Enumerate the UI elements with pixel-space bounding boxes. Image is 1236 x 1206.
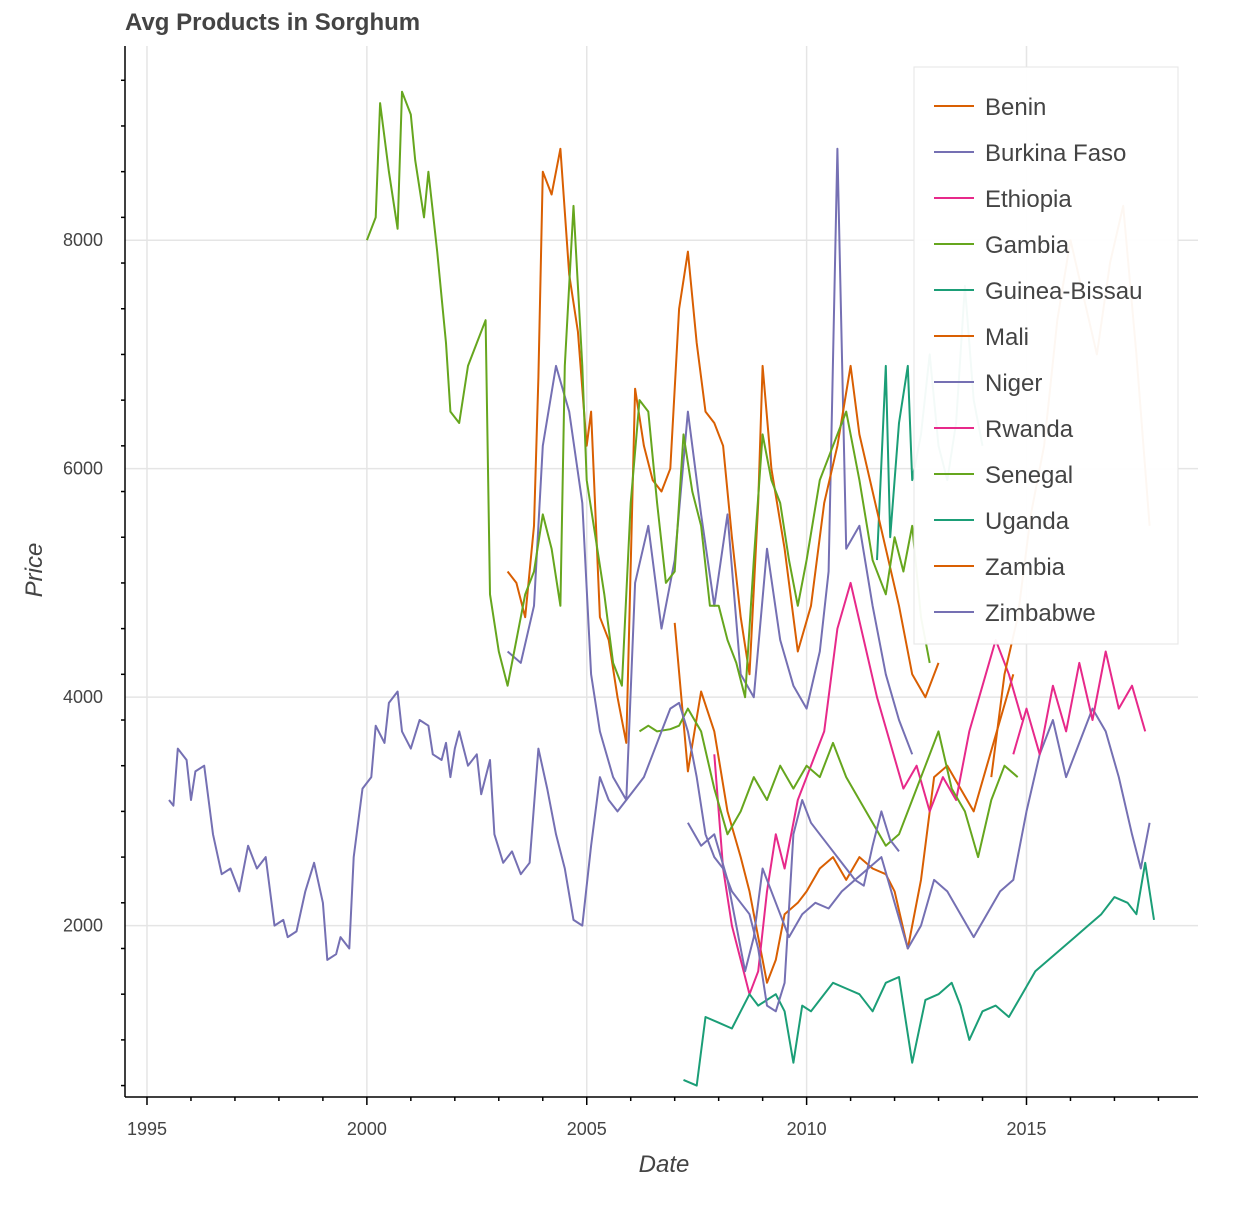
y-tick-label: 2000 (63, 916, 103, 936)
series-line-benin (673, 622, 1015, 984)
x-tick-label: 2000 (347, 1119, 387, 1139)
series-line-senegal (365, 90, 931, 699)
legend-label: Zambia (985, 554, 1066, 581)
legend-label: Benin (985, 94, 1046, 121)
x-tick-label: 2010 (787, 1119, 827, 1139)
x-tick-label: 2015 (1006, 1119, 1046, 1139)
series-line-zimbabwe (168, 690, 900, 1013)
series-line-burkina-faso (506, 147, 914, 801)
series-line-rwanda (1012, 650, 1147, 756)
series-line-gambia (638, 707, 1019, 859)
x-tick-label: 1995 (127, 1119, 167, 1139)
legend-label: Uganda (985, 508, 1070, 535)
y-axis-label: Price (21, 543, 48, 598)
legend-label: Burkina Faso (985, 140, 1126, 167)
legend-label: Zimbabwe (985, 600, 1096, 627)
series-line-niger (687, 707, 1151, 973)
legend-label: Mali (985, 324, 1029, 351)
axes: 1995 2000 2005 2010 2015 2000 4000 6000 8000 (63, 46, 1198, 1139)
legend-box (913, 66, 1179, 645)
series-line-mali (506, 147, 940, 744)
chart-title: Avg Products in Sorghum (125, 9, 420, 36)
x-axis-label: Date (639, 1151, 690, 1178)
y-tick-label: 8000 (63, 230, 103, 250)
legend-label: Senegal (985, 462, 1073, 489)
y-tick-label: 6000 (63, 459, 103, 479)
y-tick-label: 4000 (63, 687, 103, 707)
legend-label: Niger (985, 370, 1042, 397)
legend-label: Rwanda (985, 416, 1074, 443)
x-tick-label: 2005 (567, 1119, 607, 1139)
legend-label: Gambia (985, 232, 1070, 259)
series-line-ethiopia (713, 581, 1024, 996)
series-line-uganda (683, 861, 1155, 1087)
legend-label: Guinea-Bissau (985, 278, 1142, 305)
legend-label: Ethiopia (985, 186, 1072, 213)
legend: Benin Burkina Faso Ethiopia Gambia Guinea-Bi… (913, 66, 1179, 645)
